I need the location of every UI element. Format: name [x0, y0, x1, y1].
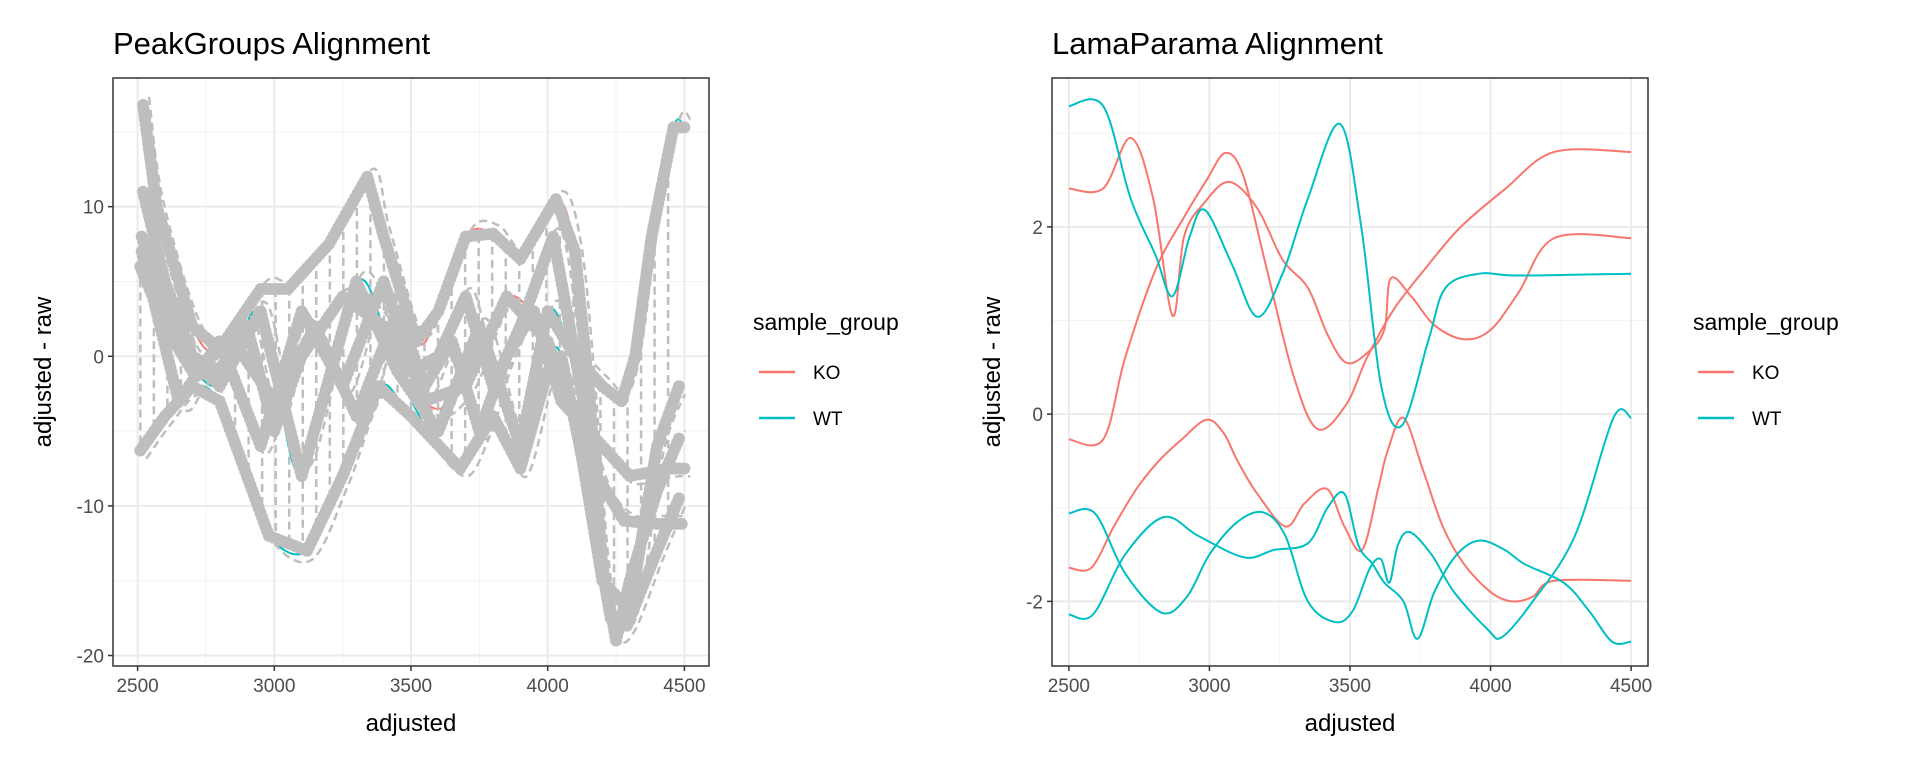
x-tick-label: 3000	[1188, 676, 1230, 697]
peak-group-point	[675, 517, 688, 530]
x-tick-label: 2500	[116, 676, 158, 697]
series-line-wt	[1068, 408, 1632, 640]
chart-title: PeakGroups Alignment	[113, 26, 430, 61]
peakgroups-panel: PeakGroups Alignment adjusted adjusted -…	[30, 26, 899, 737]
x-tick-label: 2500	[1048, 676, 1090, 697]
y-tick-label: 0	[1032, 405, 1043, 426]
series-layer	[1068, 98, 1632, 645]
peak-group-point	[678, 121, 691, 134]
y-tick-label: 10	[83, 198, 104, 219]
y-tick-label: 0	[93, 347, 104, 368]
legend-title: sample_group	[753, 309, 899, 335]
series-line-ko	[1068, 136, 1632, 365]
x-tick-label: 4000	[1469, 676, 1511, 697]
x-tick-label: 3500	[390, 676, 432, 697]
chart-title: LamaParama Alignment	[1052, 26, 1383, 61]
x-axis-label: adjusted	[1305, 710, 1396, 737]
x-tick-label: 4500	[663, 676, 705, 697]
peak-group-point	[678, 462, 691, 475]
x-tick-label: 4500	[1610, 676, 1652, 697]
x-tick-label: 3500	[1329, 676, 1371, 697]
y-tick-label: -2	[1026, 592, 1043, 613]
y-tick-label: -10	[77, 497, 104, 518]
series-line-ko	[1068, 148, 1632, 447]
x-tick-label: 3000	[253, 676, 295, 697]
series-line-wt	[1068, 98, 1632, 429]
series-layer	[134, 96, 692, 647]
x-axis-label: adjusted	[366, 710, 457, 737]
peak-group-point	[672, 432, 685, 445]
peak-group-point	[672, 492, 685, 505]
y-tick-label: 2	[1032, 218, 1043, 239]
y-axis-label: adjusted - raw	[979, 296, 1006, 447]
legend-label-wt: WT	[1752, 409, 1782, 430]
legend-label-wt: WT	[813, 409, 843, 430]
legend-title: sample_group	[1693, 309, 1839, 335]
y-tick-label: -20	[77, 647, 104, 668]
lamaparama-panel: LamaParama Alignment adjusted adjusted -…	[979, 26, 1839, 737]
series-line-ko	[1068, 416, 1632, 603]
x-tick-label: 4000	[527, 676, 569, 697]
y-axis-label: adjusted - raw	[30, 296, 57, 447]
legend-label-ko: KO	[1752, 363, 1779, 384]
series-line-wt	[1068, 491, 1632, 645]
peak-group-point	[672, 380, 685, 393]
legend-label-ko: KO	[813, 363, 840, 384]
